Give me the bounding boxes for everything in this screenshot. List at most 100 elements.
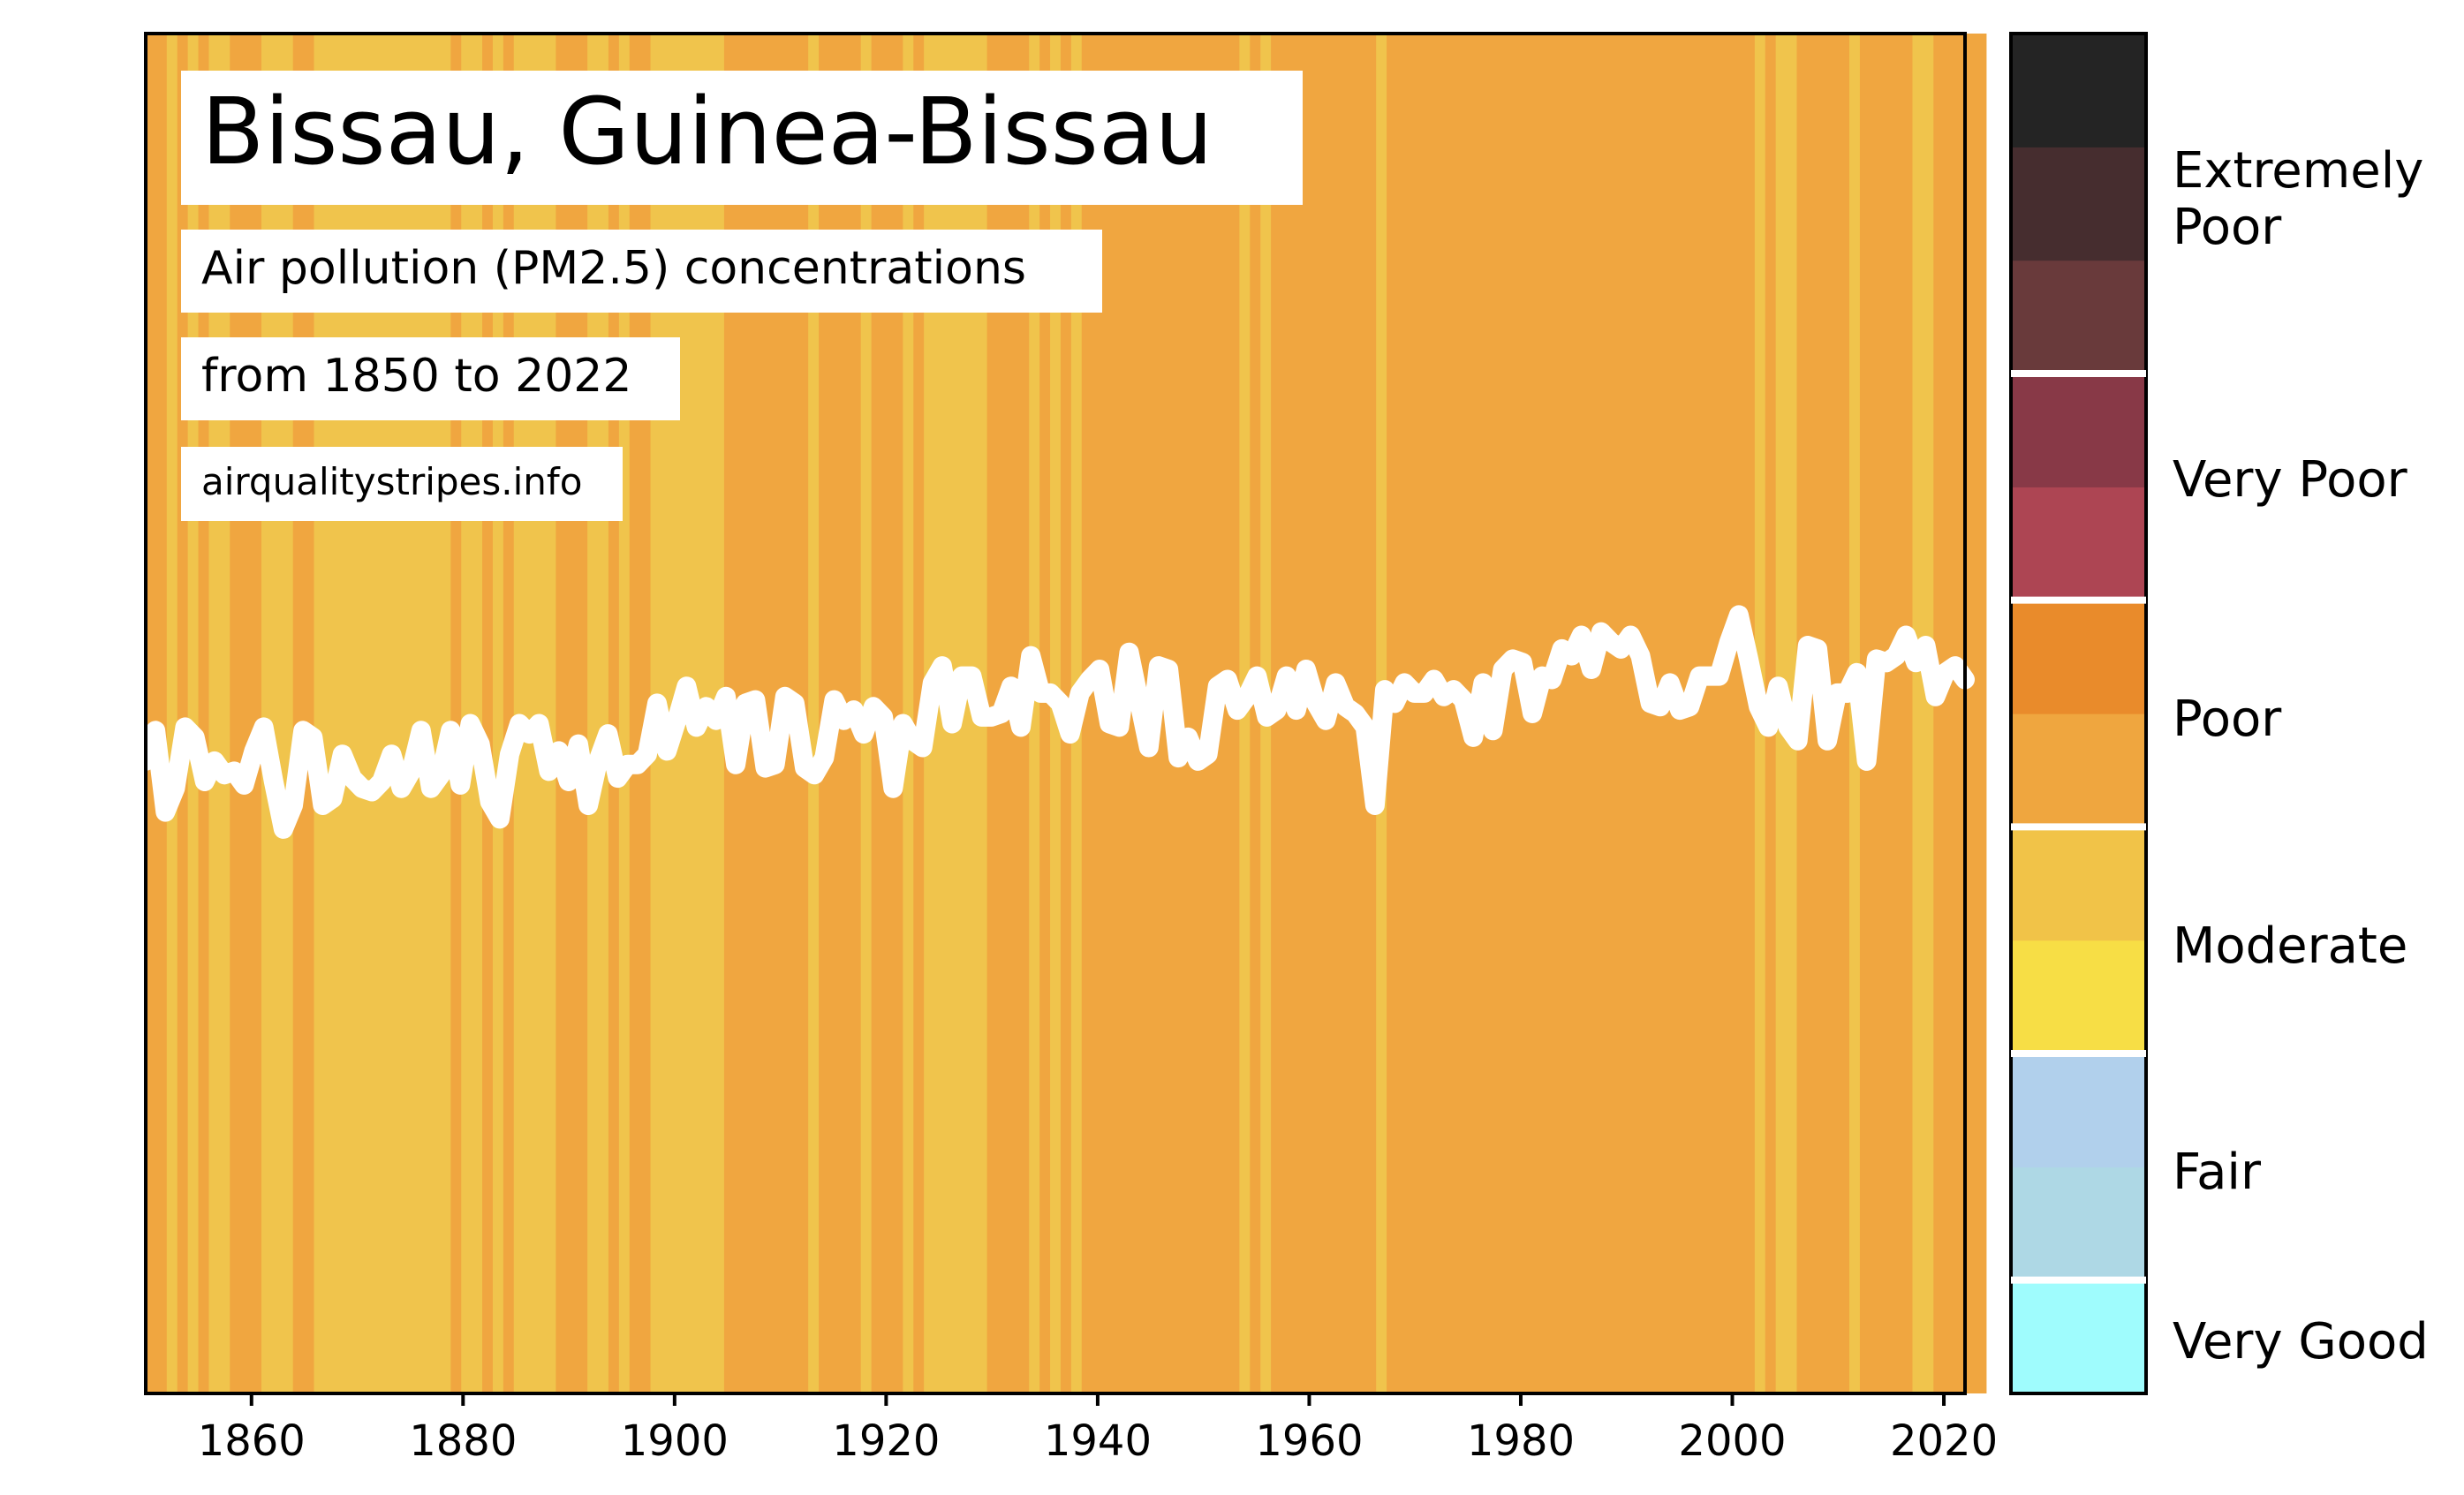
chart-title: Bissau, Guinea-Bissau [201, 78, 1213, 185]
legend-label-very-poor: Very Poor [2173, 451, 2408, 509]
stripe-1952 [1218, 34, 1230, 1393]
legend-frame [2009, 32, 2148, 1395]
stripe-1983 [1544, 34, 1556, 1393]
stripe-1990 [1618, 34, 1629, 1393]
stripe-2011 [1839, 34, 1850, 1393]
stripe-1985 [1565, 34, 1577, 1393]
stripe-1960 [1302, 34, 1314, 1393]
x-tick-label-1880: 1880 [409, 1416, 517, 1466]
legend-label-moderate: Moderate [2173, 917, 2407, 975]
stripe-1909 [766, 34, 778, 1393]
subtitle-box: Air pollution (PM2.5) concentrations [181, 230, 1102, 313]
legend-swatch-4 [2011, 827, 2146, 941]
stripe-1852 [166, 34, 178, 1393]
stripe-1922 [903, 34, 914, 1393]
stripe-1998 [1702, 34, 1713, 1393]
stripe-1850 [146, 34, 157, 1393]
x-tick-label-1940: 1940 [1044, 1416, 1152, 1466]
x-tick-label-1900: 1900 [621, 1416, 729, 1466]
stripe-1974 [1449, 34, 1462, 1393]
stripe-2002 [1743, 34, 1756, 1393]
legend-label-fair: Fair [2173, 1144, 2262, 1201]
stripe-1966 [1365, 34, 1377, 1393]
x-tick-label-1860: 1860 [198, 1416, 306, 1466]
subtitle-background [181, 230, 1102, 313]
stripe-1979 [1502, 34, 1514, 1393]
stripe-2008 [1807, 34, 1818, 1393]
pm25-trend-line [136, 605, 1975, 839]
legend-swatch-3 [2011, 940, 2146, 1054]
x-tick-label-1980: 1980 [1467, 1416, 1575, 1466]
x-tick-label-2020: 2020 [1890, 1416, 1998, 1466]
legend-label-very-good: Very Good [2173, 1313, 2429, 1370]
stripe-2024 [1975, 34, 1987, 1393]
stripe-1988 [1597, 34, 1608, 1393]
period-box: from 1850 to 2022 [181, 337, 680, 420]
x-tick-label-1920: 1920 [832, 1416, 940, 1466]
stripe-2020 [1933, 34, 1945, 1393]
stripe-1935 [1039, 34, 1051, 1393]
stripe-1971 [1417, 34, 1430, 1393]
stripe-1989 [1607, 34, 1619, 1393]
chart-period: from 1850 to 2022 [201, 350, 631, 403]
stripe-2019 [1923, 34, 1934, 1393]
period-background [181, 337, 680, 420]
source-background [181, 447, 623, 521]
stripe-1940 [1092, 34, 1104, 1393]
stripe-1949 [1186, 34, 1198, 1393]
stripe-1969 [1396, 34, 1409, 1393]
stripe-1950 [1197, 34, 1209, 1393]
legend-swatch-1 [2011, 1167, 2146, 1281]
stripe-1921 [892, 34, 903, 1393]
stripe-2018 [1912, 34, 1924, 1393]
legend-swatch-11 [2011, 34, 2146, 147]
color-scale-legend: Extremely Poor Very Poor Poor Moderate F… [2009, 32, 2439, 1395]
legend-label-poor: Poor [2173, 691, 2282, 748]
stripe-1991 [1628, 34, 1640, 1393]
stripe-1980 [1512, 34, 1524, 1393]
stripe-1939 [1081, 34, 1093, 1393]
stripe-2023 [1965, 34, 1976, 1393]
source-box: airqualitystripes.info [181, 447, 623, 521]
stripe-2021 [1944, 34, 1955, 1393]
stripe-1972 [1428, 34, 1440, 1393]
stripe-1925 [934, 34, 946, 1393]
stripe-1955 [1250, 34, 1261, 1393]
legend-label-extremely-poor: Extremely Poor [2173, 142, 2439, 256]
stripe-1987 [1586, 34, 1598, 1393]
legend-swatch-5 [2011, 714, 2146, 827]
stripe-1970 [1407, 34, 1419, 1393]
stripe-1851 [155, 34, 168, 1393]
stripe-2000 [1723, 34, 1735, 1393]
legend-swatch-10 [2011, 147, 2146, 261]
legend-swatch-2 [2011, 1053, 2146, 1167]
chart-subtitle: Air pollution (PM2.5) concentrations [201, 242, 1026, 295]
stripe-1958 [1281, 34, 1293, 1393]
stripe-1984 [1554, 34, 1567, 1393]
stripe-2017 [1901, 34, 1914, 1393]
stripe-1992 [1638, 34, 1651, 1393]
title-box: Bissau, Guinea-Bissau [181, 71, 1303, 205]
plot-frame [144, 32, 1967, 1395]
legend-swatch-0 [2011, 1280, 2146, 1394]
stripe-2016 [1891, 34, 1903, 1393]
stripe-1913 [808, 34, 820, 1393]
stripe-1934 [1029, 34, 1040, 1393]
title-background [181, 71, 1303, 205]
stripe-2022 [1954, 34, 1966, 1393]
stripe-2015 [1880, 34, 1893, 1393]
stripe-1986 [1576, 34, 1587, 1393]
legend-swatch-8 [2011, 374, 2146, 487]
x-axis: 1860 1880 1900 1920 1940 1960 1980 2000 2020 [198, 1393, 1998, 1466]
legend-swatch-9 [2011, 260, 2146, 374]
legend-swatch-7 [2011, 487, 2146, 601]
stripe-1973 [1439, 34, 1451, 1393]
stripe-2001 [1734, 34, 1745, 1393]
legend-swatch-6 [2011, 600, 2146, 714]
x-tick-label-1960: 1960 [1255, 1416, 1363, 1466]
chart-source: airqualitystripes.info [201, 460, 582, 503]
x-tick-label-2000: 2000 [1678, 1416, 1786, 1466]
stripe-1999 [1712, 34, 1724, 1393]
stripe-1997 [1691, 34, 1703, 1393]
